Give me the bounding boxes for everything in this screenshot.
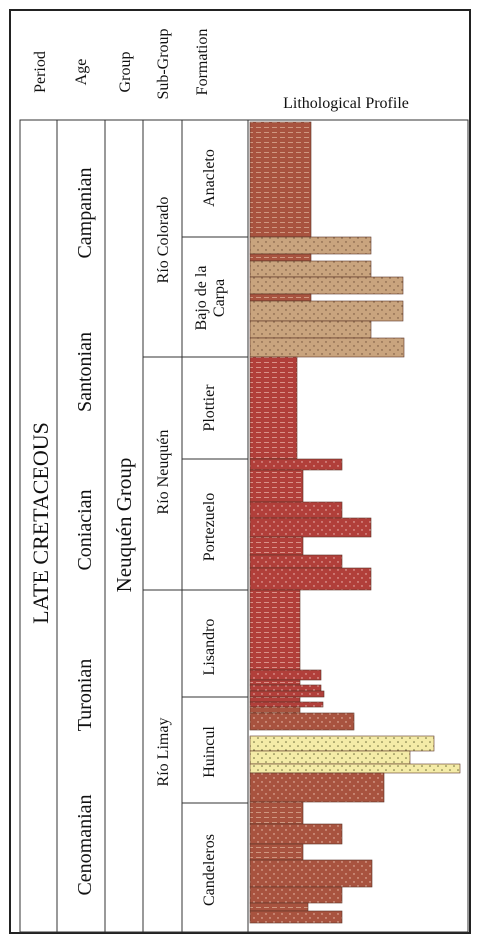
layer-mud bbox=[249, 843, 304, 861]
layer-sand bbox=[249, 712, 355, 731]
layer-sand bbox=[249, 236, 372, 255]
layer-sand-red bbox=[249, 554, 343, 569]
group-label: Neuquén Group bbox=[112, 458, 136, 593]
layer-mud-red bbox=[249, 469, 304, 503]
formation-portezuelo: Portezuelo bbox=[201, 493, 218, 561]
header-group: Group bbox=[117, 52, 134, 93]
layer-yellow-sand bbox=[249, 735, 435, 752]
header-formation: Formation bbox=[194, 29, 211, 96]
formation-bajo-de-la-carpa-line1: Bajo de la bbox=[193, 266, 210, 331]
layer-sand-red bbox=[249, 517, 372, 538]
column-table bbox=[19, 119, 469, 933]
layer-mud bbox=[249, 253, 312, 262]
formation-plottier: Plottier bbox=[201, 384, 218, 432]
age-campanian: Campanian bbox=[74, 167, 96, 258]
header-age: Age bbox=[73, 59, 90, 86]
subgroup-rio-limay: Río Limay bbox=[155, 718, 172, 787]
subgroup-rio-neuquen: Río Neuquén bbox=[155, 430, 172, 515]
period-label: LATE CRETACEOUS bbox=[28, 422, 53, 624]
layer-mud bbox=[249, 902, 309, 912]
layer-mud-red bbox=[249, 679, 301, 686]
layer-mud bbox=[249, 706, 301, 714]
header-subgroup: Sub-Group bbox=[155, 28, 172, 99]
subgroup-rio-colorado: Río Colorado bbox=[155, 197, 172, 284]
layer-sand bbox=[249, 910, 343, 924]
header-profile: Lithological Profile bbox=[283, 95, 409, 112]
layer-sand bbox=[249, 772, 385, 803]
formation-candeleros: Candeleros bbox=[201, 834, 218, 906]
layer-mud-red bbox=[249, 589, 301, 671]
layer-mudstone bbox=[249, 121, 312, 238]
layer-sand bbox=[249, 260, 372, 278]
age-santonian: Santonian bbox=[74, 332, 96, 412]
layer-sand-red bbox=[249, 567, 372, 591]
age-cenomanian: Cenomanian bbox=[74, 794, 96, 895]
layer-sand-red bbox=[249, 701, 324, 708]
formation-anacleto: Anacleto bbox=[201, 149, 218, 207]
formation-huincul: Huincul bbox=[201, 726, 218, 778]
layer-sand bbox=[249, 320, 372, 339]
layer-sand bbox=[249, 823, 343, 845]
outer-border bbox=[9, 9, 471, 934]
age-turonian: Turonian bbox=[74, 659, 96, 732]
layer-mud bbox=[249, 801, 304, 825]
layer-mud-red bbox=[249, 536, 304, 556]
formation-lisandro: Lisandro bbox=[201, 619, 218, 676]
layer-sand bbox=[249, 300, 404, 322]
lithological-profile bbox=[249, 121, 461, 924]
age-coniacian: Coniacian bbox=[74, 489, 96, 570]
layer-sand-red bbox=[249, 690, 325, 698]
layer-sand-red bbox=[249, 458, 343, 471]
layer-mud bbox=[249, 293, 312, 302]
formation-bajo-de-la-carpa-line2: Carpa bbox=[211, 279, 228, 317]
layer-sand-red bbox=[249, 684, 322, 692]
layer-yellow-sand bbox=[249, 763, 461, 774]
layer-sand bbox=[249, 276, 404, 295]
layer-sand bbox=[249, 337, 405, 358]
layer-mudstone bbox=[249, 356, 298, 460]
layer-sand bbox=[249, 886, 343, 904]
layer-yellow-sand bbox=[249, 750, 411, 765]
layer-sand bbox=[249, 859, 373, 888]
header-period: Period bbox=[32, 51, 49, 93]
layer-sand-red bbox=[249, 669, 322, 681]
layer-mud-red bbox=[249, 696, 301, 703]
layer-sand-red bbox=[249, 501, 343, 519]
